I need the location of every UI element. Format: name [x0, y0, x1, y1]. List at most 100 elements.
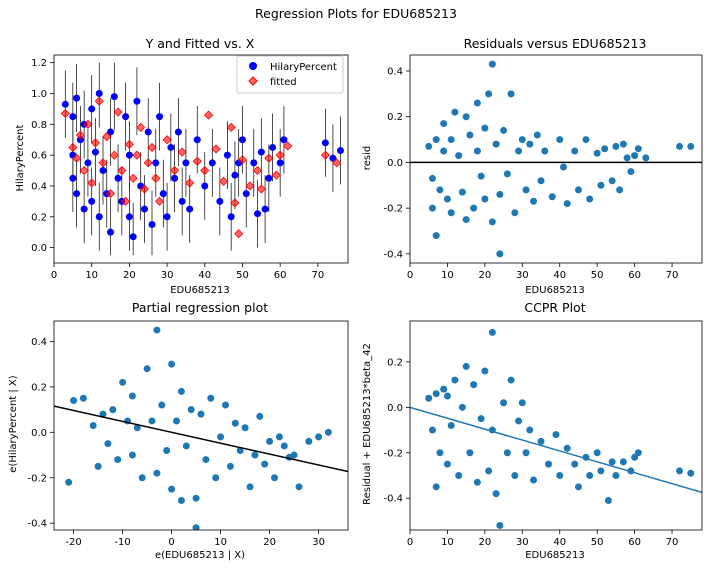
data-point-hilarypercent — [167, 143, 175, 151]
data-point — [612, 471, 620, 479]
data-point — [114, 456, 122, 464]
data-point — [447, 136, 455, 144]
data-point — [545, 460, 553, 468]
data-point — [158, 401, 166, 409]
data-point-hilarypercent — [171, 174, 179, 182]
data-point — [440, 385, 448, 393]
data-point-fitted — [124, 139, 134, 149]
data-point-fitted — [147, 142, 157, 153]
data-point-hilarypercent — [114, 174, 122, 182]
data-point — [462, 216, 470, 224]
data-point-fitted — [151, 173, 161, 183]
x-tick-label: 20 — [123, 270, 136, 281]
data-point — [455, 152, 463, 160]
data-point-fitted — [219, 176, 229, 186]
data-point — [634, 449, 642, 457]
data-point — [315, 433, 323, 441]
data-point — [153, 469, 161, 477]
y-tick-label: 0.4 — [387, 67, 403, 78]
data-point-fitted — [245, 181, 255, 191]
data-point — [436, 449, 444, 457]
panel-y-and-fitted: Y and Fitted vs. X 0 10 20 30 40 50 60 70 0.0 0.2… — [15, 36, 349, 296]
data-point — [473, 147, 481, 155]
data-point — [518, 399, 526, 407]
data-point — [485, 467, 493, 475]
data-point — [212, 474, 220, 482]
data-point-hilarypercent — [261, 205, 269, 213]
data-point — [631, 152, 639, 160]
plot-marks — [410, 328, 702, 529]
data-point — [473, 99, 481, 107]
data-point-fitted — [234, 229, 244, 239]
data-point-fitted — [94, 96, 104, 106]
data-point — [552, 431, 560, 439]
data-point — [604, 496, 612, 504]
data-point — [582, 136, 590, 144]
data-point — [563, 444, 571, 452]
data-point-fitted — [283, 141, 293, 151]
data-point — [530, 476, 538, 484]
data-point-fitted — [60, 108, 70, 119]
data-point-hilarypercent — [159, 190, 167, 198]
data-point — [503, 170, 511, 178]
y-tick-label: 0.2 — [387, 357, 403, 368]
data-point — [503, 449, 511, 457]
x-tick-label: 10 — [214, 537, 227, 548]
data-point — [109, 406, 117, 414]
data-point — [518, 136, 526, 144]
x-tick-label: 10 — [441, 537, 454, 548]
data-point — [65, 478, 73, 486]
data-point — [466, 449, 474, 457]
data-point — [507, 376, 515, 384]
data-point — [447, 422, 455, 429]
data-point — [574, 186, 582, 194]
data-point-hilarypercent — [95, 213, 103, 221]
data-point — [443, 460, 451, 468]
y-tick-label: 0.6 — [31, 151, 47, 162]
data-point — [462, 113, 470, 121]
data-point — [143, 365, 151, 373]
data-point-hilarypercent — [73, 190, 81, 198]
data-point — [261, 460, 269, 468]
data-point — [537, 177, 545, 185]
data-point — [526, 140, 534, 148]
data-point-hilarypercent — [73, 94, 81, 102]
plot-marks — [54, 326, 348, 530]
data-point — [89, 422, 97, 429]
plot-marks — [60, 62, 344, 256]
data-point-fitted — [128, 173, 138, 183]
data-point — [266, 437, 274, 445]
data-point-hilarypercent — [238, 136, 246, 144]
data-point — [168, 485, 176, 493]
data-point-fitted — [192, 156, 202, 166]
data-point-fitted — [170, 165, 180, 176]
data-point-hilarypercent — [107, 128, 115, 136]
data-point — [305, 437, 313, 445]
data-point — [251, 451, 259, 459]
data-point — [593, 149, 601, 157]
data-point — [470, 381, 478, 389]
data-point-fitted — [113, 107, 123, 117]
data-point — [447, 209, 455, 217]
data-point — [597, 181, 605, 189]
data-point — [440, 147, 448, 155]
data-point-hilarypercent — [257, 148, 265, 156]
data-point — [687, 142, 695, 150]
data-point — [500, 126, 508, 134]
data-point-hilarypercent — [95, 90, 103, 98]
data-point — [432, 136, 440, 144]
data-point — [177, 496, 185, 504]
data-point-fitted — [230, 198, 240, 208]
data-point — [133, 424, 141, 432]
x-tick-label: 30 — [312, 537, 325, 548]
data-point — [676, 467, 684, 475]
data-point — [451, 108, 459, 116]
x-tick-label: 70 — [666, 537, 679, 548]
data-point-hilarypercent — [269, 143, 277, 151]
data-point-hilarypercent — [231, 171, 239, 179]
data-point — [511, 209, 519, 217]
data-point — [597, 467, 605, 475]
data-point-fitted — [162, 135, 172, 145]
data-point-hilarypercent — [88, 197, 96, 205]
